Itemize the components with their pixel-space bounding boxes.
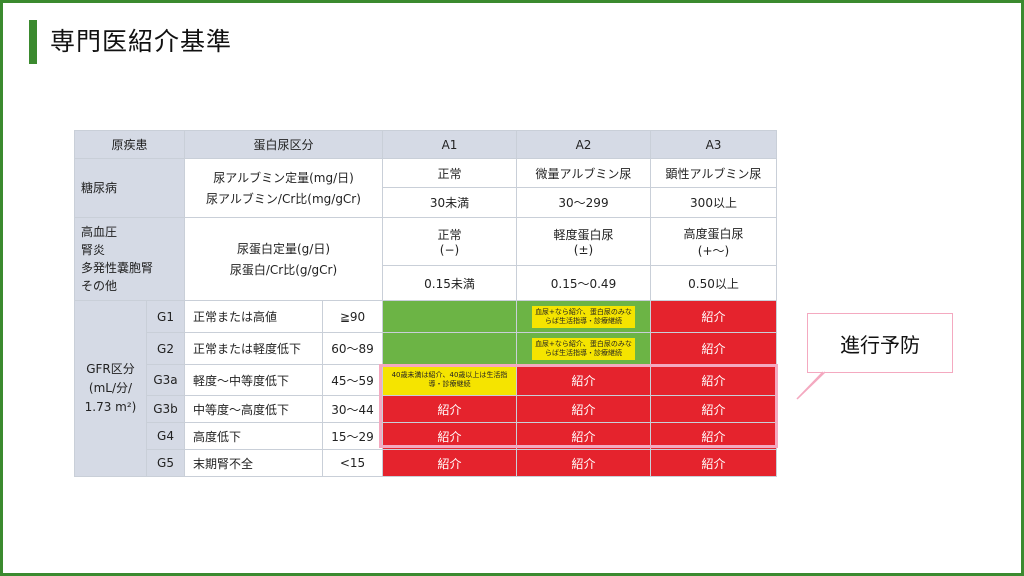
range-g3a: 45〜59 bbox=[322, 364, 383, 396]
progression-highlight-box bbox=[379, 364, 778, 448]
header-a2: A2 bbox=[516, 130, 651, 159]
diabetes-measure-line1: 尿アルブミン定量(mg/日) bbox=[213, 171, 354, 185]
grade-g2: G2 bbox=[146, 332, 185, 365]
range-g1: ≧90 bbox=[322, 300, 383, 333]
cell-g2-a2: 血尿+なら紹介、蛋白尿のみならば生活指導・診療継続 bbox=[516, 332, 651, 365]
cell-g3b-a3: 紹介 bbox=[650, 395, 777, 423]
diabetes-a2-label: 微量アルブミン尿 bbox=[516, 158, 651, 188]
gfr-label-line3: 1.73 m²) bbox=[84, 400, 137, 414]
cell-g3b-a1: 紹介 bbox=[382, 395, 517, 423]
other-a1-label: 正常 (−) bbox=[382, 217, 517, 266]
diabetes-measure-line2: 尿アルブミン/Cr比(mg/gCr) bbox=[206, 192, 361, 206]
note-g2-a2: 血尿+なら紹介、蛋白尿のみならば生活指導・診療継続 bbox=[532, 337, 635, 360]
desc-g5: 末期腎不全 bbox=[184, 449, 323, 477]
other-a1-label-line1: 正常 bbox=[437, 228, 462, 242]
disease-other: 高血圧 腎炎 多発性嚢胞腎 その他 bbox=[74, 217, 185, 301]
other-a1-range: 0.15未満 bbox=[382, 265, 517, 301]
range-g3b: 30〜44 bbox=[322, 395, 383, 423]
cell-g1-a2: 血尿+なら紹介、蛋白尿のみならば生活指導・診療継続 bbox=[516, 300, 651, 333]
page-title: 専門医紹介基準 bbox=[50, 27, 233, 56]
grade-g3b: G3b bbox=[146, 395, 185, 423]
gfr-label: GFR区分 (mL/分/ 1.73 m²) bbox=[74, 300, 147, 477]
callout-progression-prevention: 進行予防 bbox=[807, 313, 953, 373]
desc-g2: 正常または軽度低下 bbox=[184, 332, 323, 365]
referral-criteria-table: 原疾患 蛋白尿区分 A1 A2 A3 糖尿病 尿アルブミン定量(mg/日) 尿ア… bbox=[74, 130, 777, 477]
other-measure-line1: 尿蛋白定量(g/日) bbox=[236, 242, 331, 256]
diabetes-a1-label: 正常 bbox=[382, 158, 517, 188]
other-a2-label: 軽度蛋白尿 (±) bbox=[516, 217, 651, 266]
cell-g5-a3: 紹介 bbox=[650, 449, 777, 477]
cell-g5-a2: 紹介 bbox=[516, 449, 651, 477]
desc-g1: 正常または高値 bbox=[184, 300, 323, 333]
gfr-label-line2: (mL/分/ bbox=[88, 381, 133, 395]
other-measure: 尿蛋白定量(g/日) 尿蛋白/Cr比(g/gCr) bbox=[184, 217, 383, 301]
note-g1-a2: 血尿+なら紹介、蛋白尿のみならば生活指導・診療継続 bbox=[532, 305, 635, 328]
cell-g2-a1 bbox=[382, 332, 517, 365]
range-g2: 60〜89 bbox=[322, 332, 383, 365]
disease-diabetes: 糖尿病 bbox=[74, 158, 185, 218]
desc-g3a: 軽度〜中等度低下 bbox=[184, 364, 323, 396]
grade-g3a: G3a bbox=[146, 364, 185, 396]
table-row: G2 正常または軽度低下 60〜89 血尿+なら紹介、蛋白尿のみならば生活指導・… bbox=[75, 332, 777, 365]
header-proteinuria: 蛋白尿区分 bbox=[184, 130, 383, 159]
table-row: G3b 中等度〜高度低下 30〜44 紹介 紹介 紹介 bbox=[75, 395, 777, 423]
cell-g1-a1 bbox=[382, 300, 517, 333]
desc-g3b: 中等度〜高度低下 bbox=[184, 395, 323, 423]
grade-g1: G1 bbox=[146, 300, 185, 333]
disease-others: その他 bbox=[81, 279, 118, 293]
cell-g2-a3: 紹介 bbox=[650, 332, 777, 365]
table-row: GFR区分 (mL/分/ 1.73 m²) G1 正常または高値 ≧90 血尿+… bbox=[74, 300, 777, 477]
diabetes-a3-label: 顕性アルブミン尿 bbox=[650, 158, 777, 188]
diabetes-a1-range: 30未満 bbox=[382, 187, 517, 218]
other-a1-label-line2: (−) bbox=[439, 243, 460, 257]
other-measure-line2: 尿蛋白/Cr比(g/gCr) bbox=[229, 263, 338, 277]
cell-g3a-a3: 紹介 bbox=[650, 364, 777, 396]
header-row: 原疾患 蛋白尿区分 A1 A2 A3 bbox=[74, 130, 777, 159]
cell-g1-a3: 紹介 bbox=[650, 300, 777, 333]
disease-nephritis: 腎炎 bbox=[81, 243, 106, 257]
cell-g3b-a2: 紹介 bbox=[516, 395, 651, 423]
grade-g5: G5 bbox=[146, 449, 185, 477]
desc-g4: 高度低下 bbox=[184, 422, 323, 450]
range-g4: 15〜29 bbox=[322, 422, 383, 450]
diabetes-a2-range: 30〜299 bbox=[516, 187, 651, 218]
callout-tail bbox=[796, 371, 825, 400]
note-g3a-a1: 40歳未満は紹介、40歳以上は生活指導・診療継続 bbox=[391, 371, 508, 388]
range-g5: <15 bbox=[322, 449, 383, 477]
other-a3-label-line2: (+〜) bbox=[697, 243, 730, 258]
disease-hypertension: 高血圧 bbox=[81, 225, 118, 239]
header-a3: A3 bbox=[650, 130, 777, 159]
gfr-label-line1: GFR区分 bbox=[86, 362, 135, 376]
cell-g3a-a2: 紹介 bbox=[516, 364, 651, 396]
cell-g5-a1: 紹介 bbox=[382, 449, 517, 477]
other-a2-label-line1: 軽度蛋白尿 bbox=[553, 228, 614, 242]
other-a3-range: 0.50以上 bbox=[650, 265, 777, 301]
table-row: G5 末期腎不全 <15 紹介 紹介 紹介 bbox=[75, 449, 777, 477]
other-a2-label-line2: (±) bbox=[573, 243, 594, 257]
diabetes-measure: 尿アルブミン定量(mg/日) 尿アルブミン/Cr比(mg/gCr) bbox=[184, 158, 383, 218]
title-accent-bar bbox=[29, 20, 37, 64]
diabetes-a3-range: 300以上 bbox=[650, 187, 777, 218]
header-a1: A1 bbox=[382, 130, 517, 159]
other-a3-label-line1: 高度蛋白尿 bbox=[683, 226, 744, 241]
other-a2-range: 0.15〜0.49 bbox=[516, 265, 651, 301]
header-disease: 原疾患 bbox=[74, 130, 185, 159]
disease-pkd: 多発性嚢胞腎 bbox=[81, 261, 154, 275]
other-a3-label: 高度蛋白尿 (+〜) bbox=[650, 217, 777, 266]
grade-g4: G4 bbox=[146, 422, 185, 450]
